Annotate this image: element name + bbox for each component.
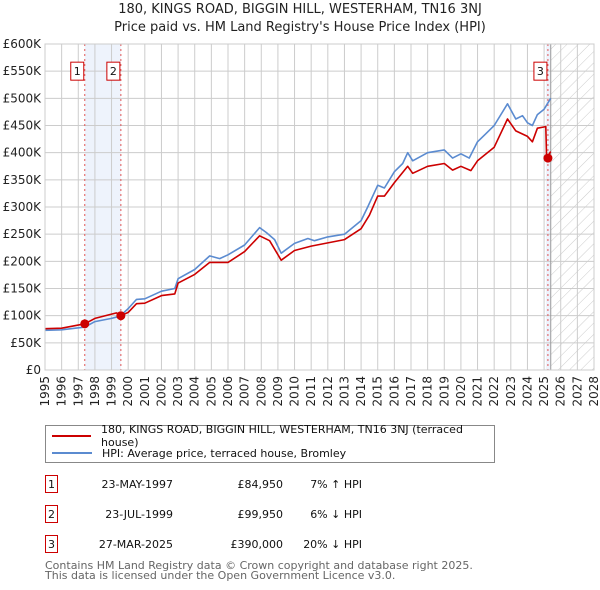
transaction-row: 2 23-JUL-1999 £99,950 6% ↓ HPI	[45, 505, 445, 525]
x-tick-label: 1997	[71, 376, 85, 407]
x-tick-label: 1996	[55, 376, 69, 407]
transaction-date: 23-JUL-1999	[105, 508, 173, 521]
legend-swatch-hpi	[52, 452, 92, 454]
x-tick-label: 2028	[587, 376, 600, 407]
x-tick-label: 2003	[171, 376, 185, 407]
x-tick-label: 2024	[520, 376, 534, 407]
x-tick-label: 2002	[154, 376, 168, 407]
transaction-price: £84,950	[237, 478, 284, 491]
legend-label-property: 180, KINGS ROAD, BIGGIN HILL, WESTERHAM,…	[101, 423, 463, 449]
x-tick-label: 1999	[105, 376, 119, 407]
transaction-date: 27-MAR-2025	[98, 538, 173, 551]
sale-point	[543, 153, 553, 163]
x-tick-label: 2017	[404, 376, 418, 407]
legend-label-hpi: HPI: Average price, terraced house, Brom…	[102, 446, 347, 460]
property-price-line	[44, 118, 552, 330]
x-tick-label: 2026	[554, 376, 568, 407]
legend: 180, KINGS ROAD, BIGGIN HILL, WESTERHAM,…	[45, 423, 495, 463]
x-tick-label: 2007	[238, 376, 252, 407]
sale-badge	[106, 61, 121, 81]
sale-badge-label: 2	[110, 65, 117, 78]
x-tick-label: 2025	[537, 376, 551, 407]
sale-badge-label: 1	[74, 65, 81, 78]
x-tick-label: 2027	[570, 376, 584, 407]
x-tick-label: 2001	[138, 376, 152, 407]
x-tick-label: 2006	[221, 376, 235, 407]
x-tick-label: 2005	[204, 376, 218, 407]
x-tick-label: 2013	[337, 376, 351, 407]
x-tick-label: 2015	[371, 376, 385, 407]
chart-plot: £0 £50K £100K £150K £200K £250K £300K £350K £400…	[3, 37, 600, 407]
transaction-row: 1 23-MAY-1997 £84,950 7% ↑ HPI	[45, 475, 445, 495]
x-tick-label: 2000	[121, 376, 135, 407]
x-tick-label: 2004	[188, 376, 202, 407]
chart-subtitle: Price paid vs. HM Land Registry's House …	[114, 20, 486, 35]
x-tick-label: 2021	[471, 376, 485, 407]
y-tick-label: £150K	[3, 282, 43, 296]
y-tick-label: £600K	[3, 37, 43, 51]
legend-item-hpi: HPI: Average price, terraced house, Brom…	[52, 445, 346, 461]
x-tick-label: 2019	[437, 376, 451, 407]
y-tick-label: £300K	[3, 200, 43, 214]
sale-badge	[70, 61, 85, 81]
y-tick-label: £100K	[3, 309, 43, 323]
y-tick-label: £500K	[3, 91, 43, 105]
transaction-hpi: 7% ↑ HPI	[310, 478, 362, 491]
transaction-date: 23-MAY-1997	[101, 478, 173, 491]
y-tick-label: £250K	[3, 227, 43, 241]
y-tick-label: £350K	[3, 173, 43, 187]
x-tick-label: 2010	[288, 376, 302, 407]
x-tick-label: 2012	[321, 376, 335, 407]
x-tick-label: 2020	[454, 376, 468, 407]
legend-swatch-property	[52, 435, 92, 437]
x-tick-label: 2016	[387, 376, 401, 407]
plot-frame	[44, 43, 595, 371]
x-tick-label: 2023	[504, 376, 518, 407]
x-tick-label: 2022	[487, 376, 501, 407]
x-tick-label: 2008	[254, 376, 268, 407]
transaction-row: 3 27-MAR-2025 £390,000 20% ↓ HPI	[45, 535, 445, 555]
footer-copyright: Contains HM Land Registry data © Crown c…	[45, 559, 473, 572]
sale-point	[116, 311, 126, 321]
y-tick-label: £0	[26, 363, 41, 377]
y-tick-label: £50K	[10, 336, 42, 350]
chart-title: 180, KINGS ROAD, BIGGIN HILL, WESTERHAM,…	[118, 2, 482, 17]
y-tick-label: £450K	[3, 119, 43, 133]
transaction-hpi: 20% ↓ HPI	[303, 538, 362, 551]
x-tick-label: 1995	[38, 376, 52, 407]
x-tick-label: 2009	[271, 376, 285, 407]
x-tick-label: 2011	[304, 376, 318, 407]
x-tick-label: 1998	[88, 376, 102, 407]
y-tick-label: £400K	[3, 146, 43, 160]
footer-licence: This data is licensed under the Open Gov…	[45, 569, 396, 582]
sale-point	[80, 319, 90, 329]
transaction-hpi: 6% ↓ HPI	[310, 508, 362, 521]
transaction-price: £99,950	[237, 508, 284, 521]
legend-item-property: 180, KINGS ROAD, BIGGIN HILL, WESTERHAM,…	[52, 423, 494, 449]
hpi-line	[44, 97, 552, 332]
x-tick-label: 2018	[421, 376, 435, 407]
transaction-badge: 2	[45, 505, 58, 523]
x-tick-label: 2014	[354, 376, 368, 407]
transaction-price: £390,000	[230, 538, 284, 551]
y-tick-label: £200K	[3, 254, 43, 268]
sale-badge-label: 3	[537, 65, 544, 78]
transaction-badge: 1	[45, 475, 58, 493]
y-tick-label: £550K	[3, 64, 43, 78]
transaction-badge: 3	[45, 535, 58, 553]
sale-badge	[533, 61, 548, 81]
